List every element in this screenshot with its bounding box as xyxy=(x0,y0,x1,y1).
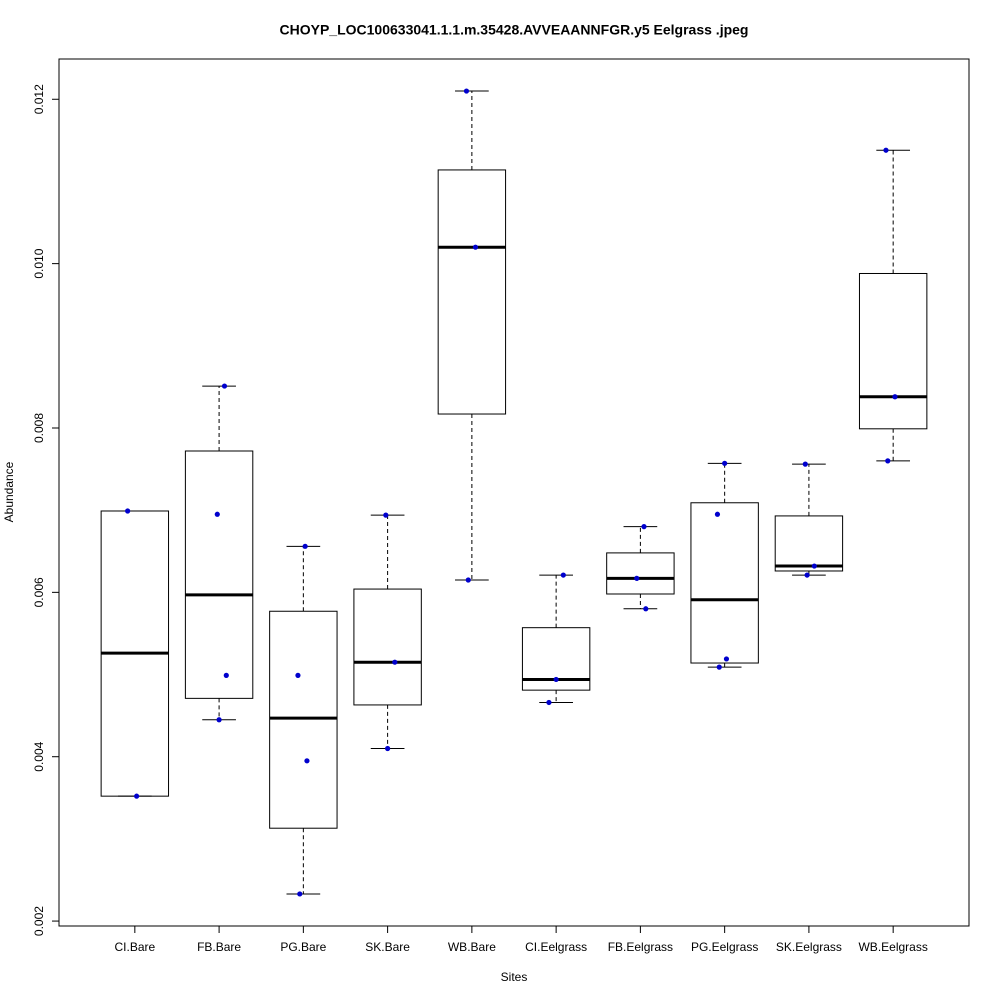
x-tick-label: WB.Bare xyxy=(448,940,496,954)
x-tick-label: SK.Eelgrass xyxy=(776,940,842,954)
box xyxy=(858,272,928,430)
data-point xyxy=(883,147,889,153)
data-point xyxy=(892,394,898,400)
data-point xyxy=(546,699,552,706)
data-point xyxy=(885,458,891,464)
x-tick-label: PG.Bare xyxy=(280,940,326,954)
plot-frame xyxy=(58,58,970,927)
data-point xyxy=(723,656,730,662)
data-point xyxy=(643,606,649,612)
y-tick-label: 0.006 xyxy=(32,577,46,607)
box xyxy=(606,552,675,595)
data-point xyxy=(385,745,391,752)
box xyxy=(521,627,591,691)
data-point xyxy=(297,891,303,897)
data-point xyxy=(295,672,301,678)
x-tick-label: CI.Eelgrass xyxy=(525,940,587,954)
y-tick-label: 0.002 xyxy=(32,906,46,936)
data-point xyxy=(463,88,470,94)
data-point xyxy=(716,664,722,670)
y-tick-label: 0.010 xyxy=(32,248,46,278)
box xyxy=(184,450,254,699)
y-axis-label: Abundance xyxy=(2,461,16,522)
data-point xyxy=(472,244,479,250)
data-point xyxy=(802,461,808,467)
x-tick-label: CI.Bare xyxy=(114,940,155,954)
x-tick-label: SK.Bare xyxy=(365,940,410,954)
x-tick-label: FB.Eelgrass xyxy=(608,940,673,954)
data-point xyxy=(804,572,810,578)
data-point xyxy=(221,383,228,389)
data-point xyxy=(811,563,817,569)
data-point xyxy=(125,508,131,514)
box xyxy=(690,502,759,664)
data-point xyxy=(641,524,647,530)
y-tick-label: 0.012 xyxy=(32,84,46,114)
x-axis-label: Sites xyxy=(501,970,528,984)
data-point xyxy=(553,676,559,683)
y-tick-label: 0.004 xyxy=(32,741,46,771)
data-point xyxy=(302,543,308,549)
data-point xyxy=(214,511,220,517)
x-tick-label: WB.Eelgrass xyxy=(858,940,927,954)
box xyxy=(437,169,507,415)
x-tick-label: FB.Bare xyxy=(197,940,241,954)
data-point xyxy=(216,717,222,723)
chart-title: CHOYP_LOC100633041.1.1.m.35428.AVVEAANNF… xyxy=(280,22,749,38)
box xyxy=(353,588,422,706)
data-point xyxy=(465,577,471,583)
data-point xyxy=(304,758,310,764)
box xyxy=(269,610,338,829)
data-point xyxy=(560,572,566,578)
x-tick-label: PG.Eelgrass xyxy=(691,940,758,954)
data-point xyxy=(134,793,140,799)
data-point xyxy=(383,512,389,518)
box xyxy=(774,515,844,572)
y-tick-label: 0.008 xyxy=(32,413,46,443)
data-point xyxy=(634,575,640,581)
data-point xyxy=(722,460,728,466)
data-point xyxy=(714,511,721,517)
data-point xyxy=(392,659,398,665)
data-point xyxy=(223,672,229,678)
